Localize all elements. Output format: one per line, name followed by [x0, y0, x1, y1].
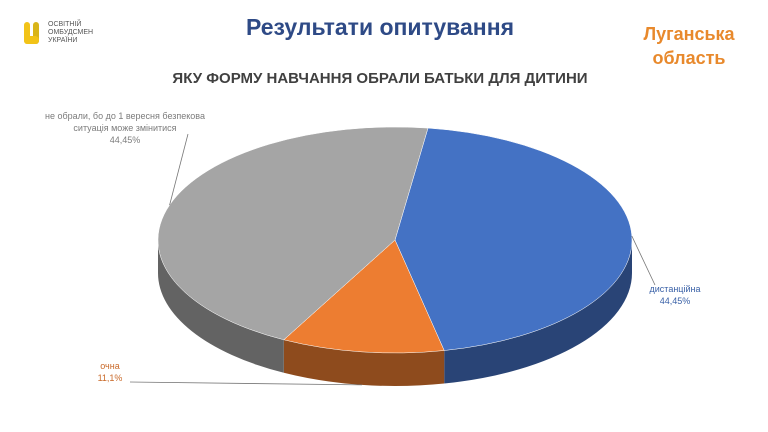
logo-text: ОСВІТНІЙ ОМБУДСМЕН УКРАЇНИ	[48, 21, 93, 45]
slice	[394, 127, 633, 351]
leader-line	[631, 235, 656, 286]
label-category: не обрали, бо до 1 вересня безпекова сит…	[45, 111, 205, 133]
label-category: дистанційна	[649, 284, 701, 294]
slice-side	[283, 339, 445, 386]
logo-icon	[24, 22, 39, 44]
chart-title: ЯКУ ФОРМУ НАВЧАННЯ ОБРАЛИ БАТЬКИ ДЛЯ ДИТ…	[172, 70, 588, 87]
leader-line	[129, 381, 363, 386]
logo-line: УКРАЇНИ	[48, 37, 78, 44]
label-value: 11,1%	[97, 373, 123, 383]
slice	[157, 126, 429, 341]
region: Луганська область	[643, 24, 735, 68]
logo-line: ОМБУДСМЕН	[48, 29, 94, 36]
logo-line: ОСВІТНІЙ	[48, 21, 82, 28]
slice-side	[444, 240, 632, 384]
page-title: Результати опитування	[245, 14, 515, 40]
slice-side	[158, 240, 284, 373]
leader-line	[169, 133, 189, 206]
label-value: 44,45%	[109, 135, 141, 145]
data-label: дистанційна 44,45%	[640, 283, 710, 307]
label-value: 44,45%	[659, 296, 691, 306]
slice	[283, 239, 445, 354]
data-label: очна 11,1%	[80, 360, 140, 384]
label-category: очна	[100, 361, 120, 371]
data-label: не обрали, бо до 1 вересня безпекова сит…	[45, 110, 205, 146]
